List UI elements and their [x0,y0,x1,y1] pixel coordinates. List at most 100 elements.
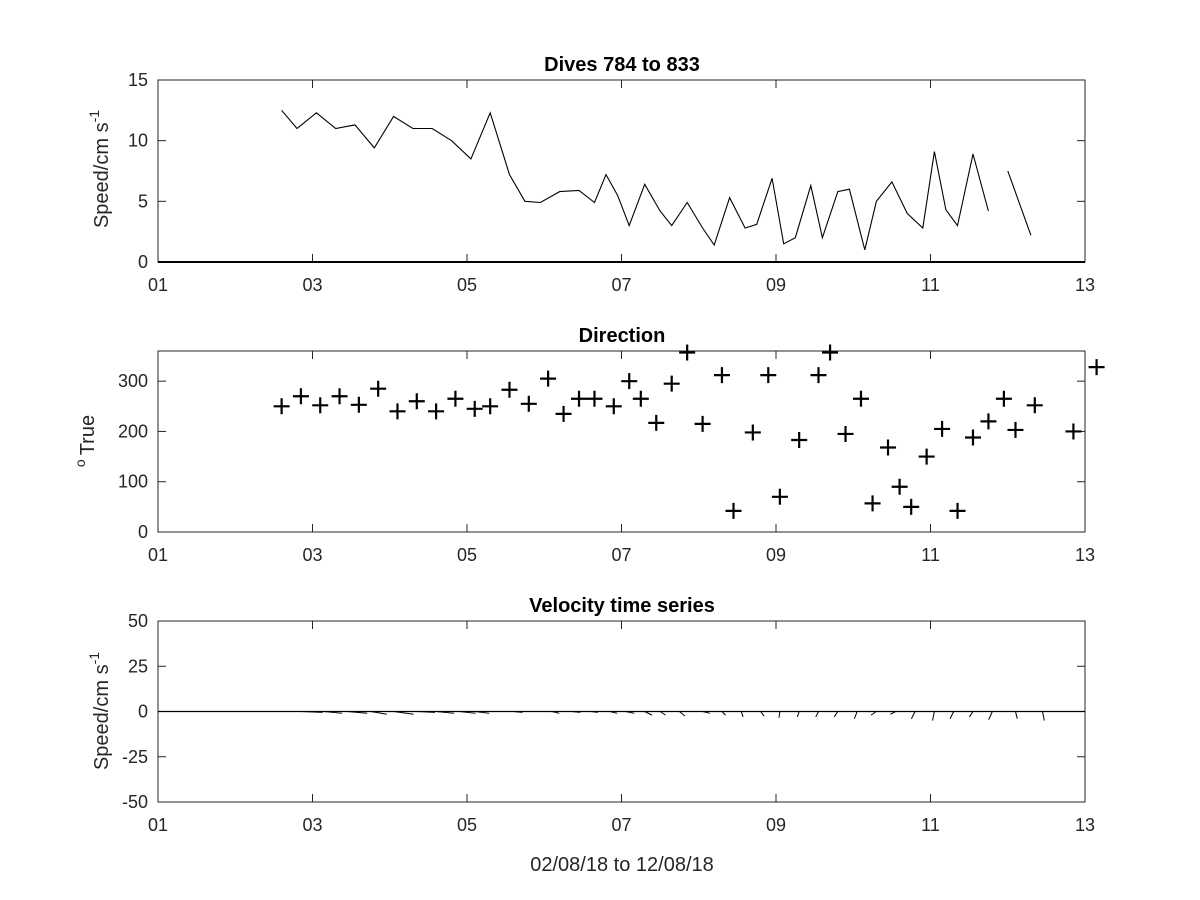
direction-point [725,502,742,519]
x-tick-label: 01 [148,275,168,295]
velocity-vector [815,711,819,718]
direction-point [605,398,622,415]
x-tick-label: 09 [766,275,786,295]
y-tick-label: 0 [138,702,148,722]
direction-point [891,478,908,495]
velocity-vector [988,711,993,720]
direction-point [389,403,406,420]
x-tick-label: 05 [457,545,477,565]
velocity-vector [370,711,387,715]
direction-point [810,367,827,384]
plot-box [157,79,1086,263]
speed-panel-title: Dives 784 to 833 [544,54,700,76]
y-tick-label: 0 [138,252,148,272]
direction-point [312,397,329,414]
velocity-vector [740,711,744,718]
velocity-vector [910,711,916,719]
x-tick-label: 07 [611,815,631,835]
velocity-vector [644,711,653,716]
velocity-vector [474,711,490,714]
direction-point [555,405,572,422]
y-tick-label: 10 [128,131,148,151]
direction-point [482,398,499,415]
velocity-vector [796,711,800,718]
direction-point [744,424,761,441]
velocity-vector [324,711,343,714]
y-tick-label: 0 [138,522,148,542]
velocity-panel-title: Velocity time series [529,595,715,617]
direction-point [621,373,638,390]
x-tick-label: 13 [1075,815,1095,835]
direction-point [466,400,483,417]
velocity-vector [551,711,560,714]
velocity-vector [625,711,635,714]
direction-point [964,429,981,446]
direction-point [1088,359,1105,376]
x-tick-label: 01 [148,545,168,565]
x-tick-label: 01 [148,815,168,835]
velocity-vector [870,711,877,716]
direction-point [694,415,711,432]
y-tick-label: 15 [128,70,148,90]
direction-point [648,414,665,431]
y-tick-label: 5 [138,191,148,211]
velocity-vector [702,711,710,714]
velocity-vector [1042,711,1045,721]
x-tick-label: 13 [1075,275,1095,295]
direction-point [771,488,788,505]
direction-point [713,367,730,384]
direction-point [331,388,348,405]
direction-point [980,413,997,430]
velocity-vector [659,711,666,716]
y-tick-label: -25 [122,747,148,767]
x-tick-label: 03 [302,275,322,295]
velocity-vector [416,711,435,713]
direction-point [1007,421,1024,438]
y-tick-label: 25 [128,656,148,676]
velocity-panel-ylabel: Speed/cm s-1 [86,652,113,770]
direction-point [903,498,920,515]
direction-point [273,398,290,415]
y-tick-label: 200 [118,421,148,441]
velocity-vector [459,711,476,714]
direction-point [822,344,839,361]
direction-point [837,425,854,442]
velocity-vector [300,711,323,713]
direction-panel-ylabel: oTrue [72,415,99,467]
direction-point [791,431,808,448]
velocity-vector [778,711,781,718]
direction-panel-title: Direction [579,325,666,347]
direction-point [370,380,387,397]
plot-box [157,350,1086,533]
direction-point [949,502,966,519]
velocity-vector [436,711,455,714]
velocity-vector [571,711,581,713]
direction-point [679,344,696,361]
velocity-vector [1014,711,1018,719]
velocity-vector [513,711,523,713]
x-tick-label: 03 [302,815,322,835]
velocity-panel-xlabel: 02/08/18 to 12/08/18 [530,854,714,876]
direction-point [501,381,518,398]
y-tick-label: 50 [128,611,148,631]
y-tick-label: 100 [118,472,148,492]
direction-point [880,439,897,456]
x-tick-label: 11 [921,815,940,835]
x-tick-label: 05 [457,275,477,295]
speed-series-line [1007,170,1032,236]
velocity-vector [833,711,839,718]
direction-point [408,393,425,410]
y-tick-label: -50 [122,792,148,812]
direction-point [292,388,309,405]
direction-point [934,420,951,437]
velocity-vector [590,711,598,713]
direction-point [760,367,777,384]
direction-point [586,390,603,407]
speed-series-line [281,109,989,251]
velocity-vector [393,711,414,715]
direction-point [632,390,649,407]
y-tick-label: 300 [118,371,148,391]
speed-panel-ylabel: Speed/cm s-1 [86,110,113,228]
